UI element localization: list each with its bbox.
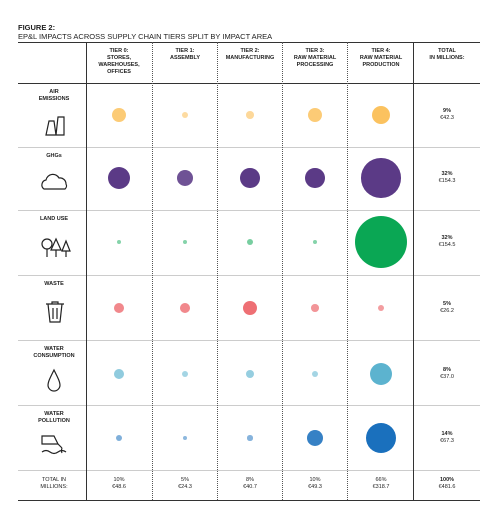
column-total-share: 10% [113,477,125,483]
bubble [305,168,325,188]
pollution-icon [41,435,67,455]
column-total-share: 10% [309,477,321,483]
column-header: TIER 1: ASSEMBLY [169,48,201,61]
bubble [247,435,253,441]
bubble [245,369,255,379]
bubble [182,239,188,245]
row-total-share: 5% [443,301,451,307]
row-total-share: 8% [443,367,451,373]
row-divider [18,275,480,276]
row-label: LAND USE [39,216,69,222]
bubble [246,111,254,119]
bubble [112,108,126,122]
row-label: WASTE [44,281,64,287]
bubble [243,301,257,315]
bubble [371,105,391,125]
header-line [18,42,480,43]
column-divider [282,42,283,500]
figure-label: FIGURE 2: [18,23,56,32]
column-total-value: €48.6 [112,484,126,490]
trees-icon [41,237,71,257]
row-divider [18,210,480,211]
column-total-share: 8% [246,477,254,483]
bubble [354,215,408,269]
bubble [182,435,188,441]
total-header: TOTAL IN MILLIONS: [429,48,465,61]
drop-icon [47,368,61,392]
column-total-value: €49.3 [308,484,322,490]
column-divider [217,42,218,500]
bubble [181,370,189,378]
bubble [361,158,401,198]
column-header: TIER 4: RAW MATERIAL PRODUCTION [359,48,403,68]
bubble [312,239,318,245]
total-row-label: TOTAL IN MILLIONS: [40,477,68,490]
row-divider [18,340,480,341]
bubble [180,303,190,313]
column-total-share: 5% [181,477,189,483]
bubble [311,304,319,312]
grand-total-share: 100% [439,477,455,483]
row-total-value: €42.3 [440,115,454,121]
row-total-share: 9% [443,108,451,114]
row-divider [18,405,480,406]
row-label: AIR EMISSIONS [38,89,70,102]
grand-total-value: €481.6 [438,484,456,490]
bubble [311,370,319,378]
row-total-share: 32% [441,171,453,177]
row-total-value: €154.5 [438,242,456,248]
row-total-value: €154.3 [438,178,456,184]
column-divider [347,42,348,500]
title-row: FIGURE 2: EP&L IMPACTS ACROSS SUPPLY CHA… [18,14,272,41]
air-icon [45,116,65,136]
bubble [246,238,254,246]
row-divider [18,470,480,471]
row-label: WATER POLLUTION [38,411,70,424]
column-total-value: €24.3 [178,484,192,490]
column-header: TIER 3: RAW MATERIAL PROCESSING [293,48,337,68]
bin-icon [46,301,64,323]
bubble [116,239,122,245]
footer-line [18,500,480,501]
row-total-value: €26.2 [440,308,454,314]
column-divider [86,42,87,500]
bubble [177,170,193,186]
row-total-value: €67.3 [440,438,454,444]
row-label: WATER CONSUMPTION [33,346,75,359]
bubble [307,430,323,446]
bubble [114,369,124,379]
column-total-value: €40.7 [243,484,257,490]
bubble [114,303,124,313]
bubble [240,168,260,188]
column-total-share: 66% [375,477,387,483]
row-label: GHGs [46,153,62,159]
bubble [308,108,322,122]
bubble [181,111,189,119]
row-divider [18,147,480,148]
column-header: TIER 2: MANUFACTURING [225,48,275,61]
row-total-share: 14% [441,431,453,437]
row-total-share: 32% [441,235,453,241]
column-divider [413,42,414,500]
bubble [369,362,393,386]
bubble [365,422,397,454]
bubble [115,434,123,442]
column-total-value: €318.7 [372,484,390,490]
column-divider [152,42,153,500]
column-header: TIER 0: STORES, WAREHOUSES, OFFICES [98,48,140,75]
row-divider [18,83,480,84]
row-total-value: €37.0 [440,374,454,380]
bubble [377,304,385,312]
cloud-icon [41,173,68,190]
bubble [108,167,130,189]
title: EP&L IMPACTS ACROSS SUPPLY CHAIN TIERS S… [18,32,273,41]
